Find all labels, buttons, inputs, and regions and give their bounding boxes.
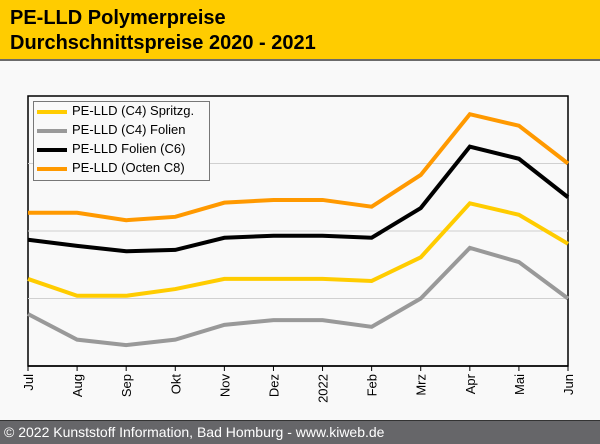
series-lines bbox=[27, 111, 570, 348]
x-tick-label: Aug bbox=[70, 374, 85, 397]
chart-header: PE-LLD Polymerpreise Durchschnittspreise… bbox=[0, 0, 600, 61]
legend-label: PE-LLD (C4) Folien bbox=[72, 122, 186, 137]
legend-label: PE-LLD (Octen C8) bbox=[72, 160, 185, 175]
x-tick-label: Dez bbox=[266, 374, 281, 397]
x-tick-label: Jul bbox=[21, 374, 36, 391]
legend-swatch bbox=[37, 148, 67, 152]
series-line-1 bbox=[27, 245, 570, 348]
x-tick-label: Mai bbox=[512, 374, 527, 395]
chart-subtitle: Durchschnittspreise 2020 - 2021 bbox=[10, 32, 316, 54]
copyright-footer: © 2022 Kunststoff Information, Bad Hombu… bbox=[0, 420, 600, 444]
x-axis: Jul Aug Sep Okt Nov Dez 2022 Feb Mrz Apr Mai Jun bbox=[21, 365, 576, 403]
x-tick-label: Feb bbox=[365, 374, 380, 396]
x-tick-label: Jun bbox=[561, 374, 576, 395]
x-tick-label: Apr bbox=[463, 373, 478, 394]
legend-item: PE-LLD (C4) Folien bbox=[36, 122, 208, 141]
chart-title: PE-LLD Polymerpreise bbox=[10, 7, 226, 29]
legend-item: PE-LLD (Octen C8) bbox=[36, 160, 208, 179]
series-line-3 bbox=[28, 111, 570, 223]
series-line-2 bbox=[27, 144, 570, 254]
x-tick-label: Mrz bbox=[414, 374, 429, 396]
legend-swatch bbox=[37, 129, 67, 133]
legend-item: PE-LLD (C4) Spritzg. bbox=[36, 103, 208, 122]
series-line-0 bbox=[27, 201, 570, 298]
copyright-text: © 2022 Kunststoff Information, Bad Hombu… bbox=[4, 424, 385, 440]
legend-swatch bbox=[37, 110, 67, 114]
legend: PE-LLD (C4) Spritzg. PE-LLD (C4) Folien … bbox=[33, 101, 210, 181]
x-tick-label: Nov bbox=[217, 374, 232, 398]
x-tick-label: 2022 bbox=[316, 374, 331, 403]
x-tick-label: Okt bbox=[168, 374, 183, 395]
legend-label: PE-LLD (C4) Spritzg. bbox=[72, 103, 195, 118]
x-tick-label: Sep bbox=[119, 374, 134, 397]
legend-item: PE-LLD Folien (C6) bbox=[36, 141, 208, 160]
legend-label: PE-LLD Folien (C6) bbox=[72, 141, 186, 156]
legend-swatch bbox=[37, 167, 67, 171]
